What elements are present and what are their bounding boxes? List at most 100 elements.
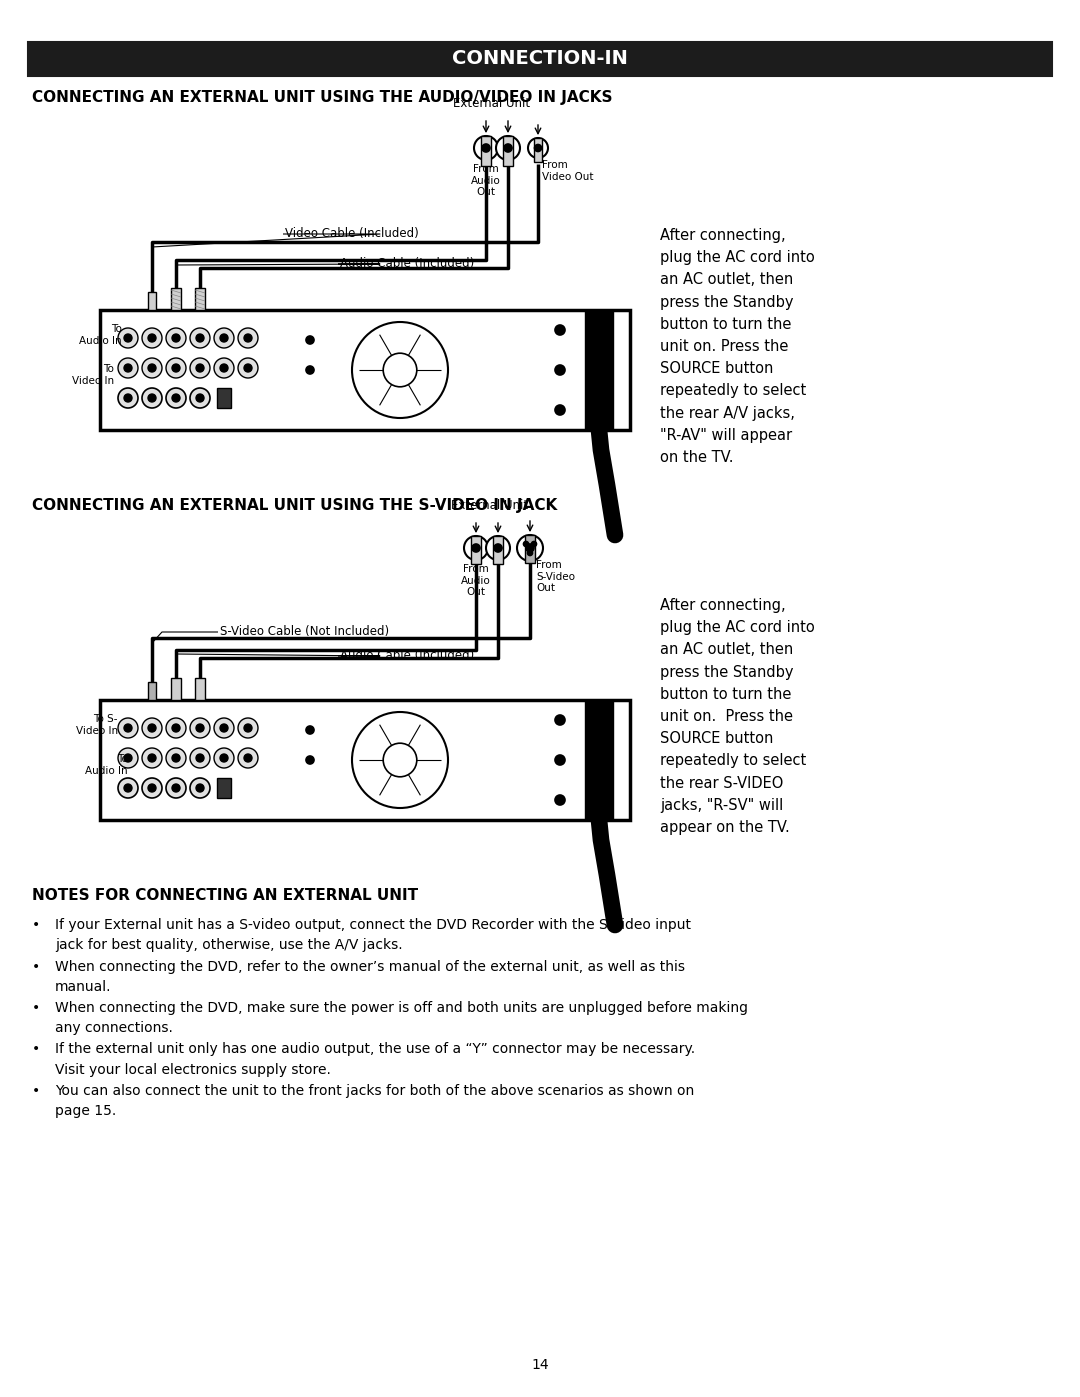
Text: From
Video Out: From Video Out (542, 161, 594, 182)
Circle shape (141, 388, 162, 408)
Circle shape (526, 543, 534, 552)
Circle shape (172, 784, 180, 792)
Circle shape (238, 358, 258, 379)
Circle shape (220, 724, 228, 732)
Text: From
S-Video
Out: From S-Video Out (536, 560, 575, 594)
Text: After connecting,
plug the AC cord into
an AC outlet, then
press the Standby
but: After connecting, plug the AC cord into … (660, 598, 814, 835)
Circle shape (118, 747, 138, 768)
Bar (100, 310, 630, 430)
Text: From
Audio
Out: From Audio Out (471, 163, 501, 197)
Circle shape (352, 321, 448, 418)
Text: External Unit: External Unit (454, 96, 530, 110)
Polygon shape (585, 700, 613, 820)
Circle shape (555, 715, 565, 725)
Circle shape (124, 724, 132, 732)
Circle shape (464, 536, 488, 560)
Circle shape (148, 724, 156, 732)
Text: •: • (32, 1084, 40, 1098)
Circle shape (124, 334, 132, 342)
Circle shape (486, 536, 510, 560)
Text: When connecting the DVD, refer to the owner’s manual of the external unit, as we: When connecting the DVD, refer to the ow… (55, 960, 685, 993)
Circle shape (190, 747, 210, 768)
Bar (492, 536, 503, 564)
Circle shape (535, 144, 541, 151)
Circle shape (306, 337, 314, 344)
Circle shape (220, 754, 228, 761)
Bar (481, 136, 491, 166)
Circle shape (244, 754, 252, 761)
Circle shape (141, 718, 162, 738)
Circle shape (195, 334, 204, 342)
Circle shape (220, 334, 228, 342)
Text: External Unit: External Unit (451, 499, 528, 511)
Circle shape (524, 542, 528, 546)
Circle shape (494, 543, 502, 552)
Circle shape (166, 358, 186, 379)
Circle shape (195, 784, 204, 792)
Circle shape (306, 366, 314, 374)
Bar (148, 682, 156, 700)
Circle shape (190, 778, 210, 798)
Circle shape (172, 754, 180, 761)
Circle shape (190, 388, 210, 408)
Circle shape (555, 326, 565, 335)
Circle shape (244, 334, 252, 342)
Circle shape (531, 542, 537, 546)
Text: •: • (32, 960, 40, 974)
Bar (28, 42, 1052, 75)
Circle shape (238, 747, 258, 768)
Circle shape (214, 747, 234, 768)
Text: NOTES FOR CONNECTING AN EXTERNAL UNIT: NOTES FOR CONNECTING AN EXTERNAL UNIT (32, 888, 418, 902)
Circle shape (306, 726, 314, 733)
Circle shape (118, 718, 138, 738)
Circle shape (166, 747, 186, 768)
Circle shape (118, 388, 138, 408)
Circle shape (555, 754, 565, 766)
Text: CONNECTION-IN: CONNECTION-IN (453, 49, 627, 68)
Circle shape (148, 784, 156, 792)
Text: CONNECTING AN EXTERNAL UNIT USING THE AUDIO/VIDEO IN JACKS: CONNECTING AN EXTERNAL UNIT USING THE AU… (32, 89, 612, 105)
Circle shape (166, 778, 186, 798)
Circle shape (195, 724, 204, 732)
Text: After connecting,
plug the AC cord into
an AC outlet, then
press the Standby
but: After connecting, plug the AC cord into … (660, 228, 814, 465)
Circle shape (172, 334, 180, 342)
Circle shape (141, 328, 162, 348)
Circle shape (238, 328, 258, 348)
Circle shape (555, 365, 565, 374)
Circle shape (190, 328, 210, 348)
Text: To
Audio In: To Audio In (79, 324, 122, 346)
Circle shape (172, 365, 180, 372)
Text: You can also connect the unit to the front jacks for both of the above scenarios: You can also connect the unit to the fro… (55, 1084, 694, 1118)
Circle shape (141, 358, 162, 379)
Circle shape (244, 724, 252, 732)
Bar (171, 678, 181, 700)
Circle shape (306, 756, 314, 764)
Text: S-Video Cable (Not Included): S-Video Cable (Not Included) (220, 626, 389, 638)
Circle shape (190, 358, 210, 379)
Circle shape (214, 718, 234, 738)
Circle shape (166, 718, 186, 738)
Bar (171, 288, 181, 310)
Bar (503, 136, 513, 166)
Circle shape (148, 394, 156, 402)
Circle shape (383, 743, 417, 777)
Circle shape (118, 778, 138, 798)
Circle shape (148, 365, 156, 372)
Circle shape (244, 365, 252, 372)
Bar (217, 388, 231, 408)
Text: Video Cable (Included): Video Cable (Included) (285, 228, 419, 240)
Circle shape (148, 754, 156, 761)
Bar (148, 292, 156, 310)
Circle shape (124, 754, 132, 761)
Bar (195, 678, 205, 700)
Circle shape (172, 394, 180, 402)
Text: To
Video In: To Video In (72, 365, 114, 386)
Circle shape (195, 394, 204, 402)
Polygon shape (585, 310, 613, 430)
Circle shape (172, 724, 180, 732)
Text: CONNECTING AN EXTERNAL UNIT USING THE S-VIDEO IN JACK: CONNECTING AN EXTERNAL UNIT USING THE S-… (32, 497, 557, 513)
Circle shape (118, 328, 138, 348)
Circle shape (352, 712, 448, 807)
Circle shape (482, 144, 490, 152)
Bar (100, 700, 630, 820)
